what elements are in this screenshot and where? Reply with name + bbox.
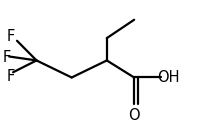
Text: F: F xyxy=(2,50,11,65)
Text: F: F xyxy=(6,69,14,84)
Text: F: F xyxy=(6,29,14,44)
Text: OH: OH xyxy=(158,70,180,85)
Text: O: O xyxy=(128,108,140,123)
